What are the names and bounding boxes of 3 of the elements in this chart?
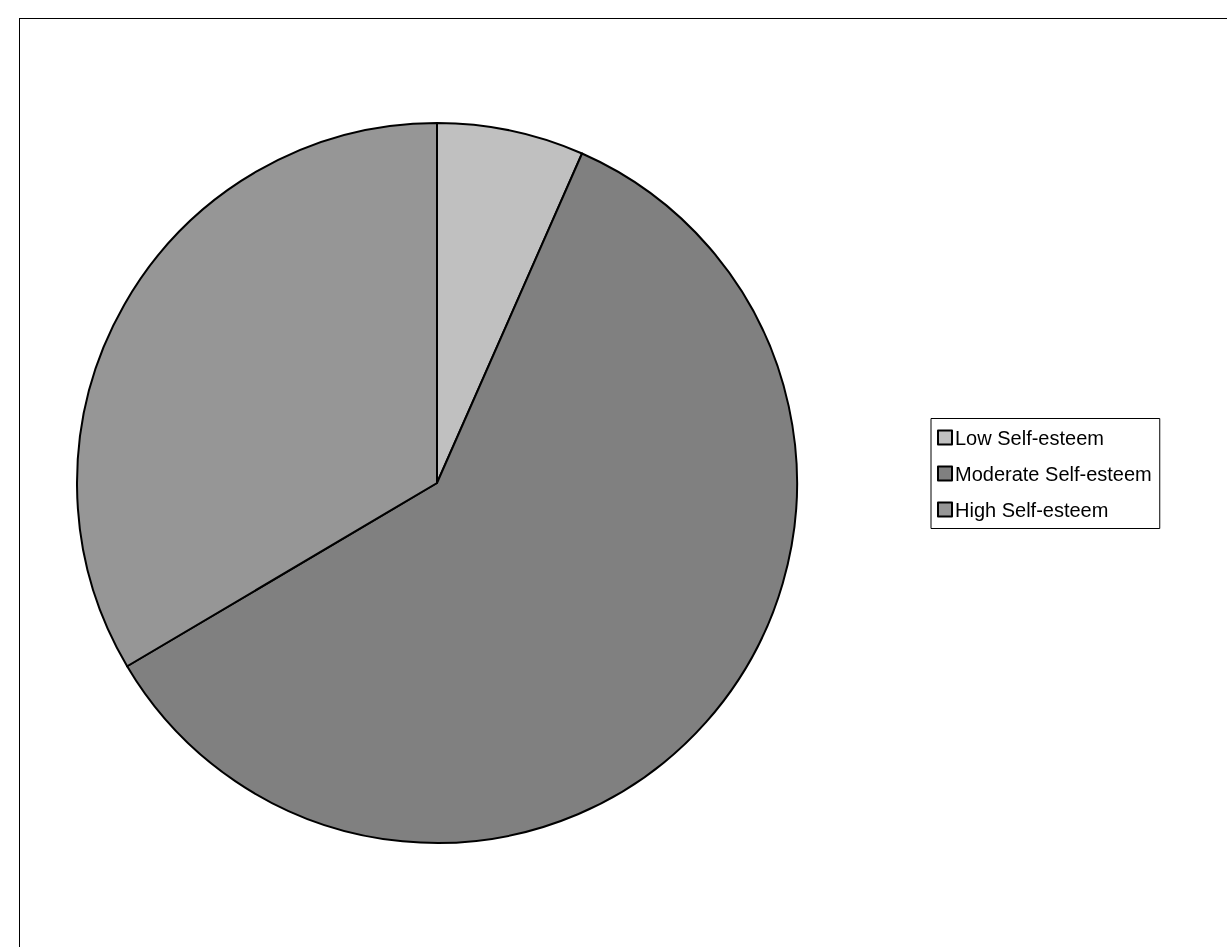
legend-label: High Self-esteem bbox=[955, 498, 1109, 521]
legend-label: Moderate Self-esteem bbox=[955, 462, 1152, 485]
legend-label: Low Self-esteem bbox=[955, 426, 1104, 449]
